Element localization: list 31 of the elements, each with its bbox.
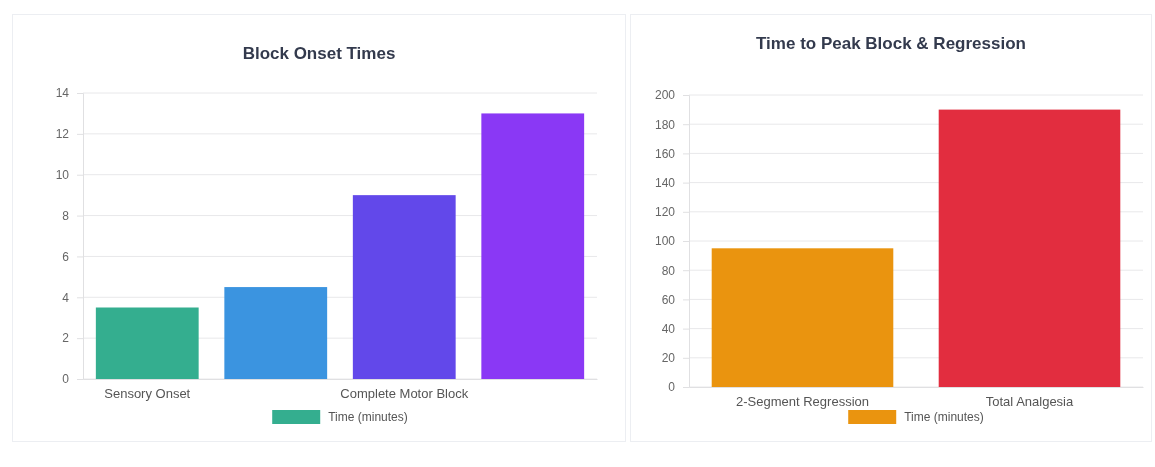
legend-label: Time (minutes)	[904, 410, 984, 424]
chart-title: Time to Peak Block & Regression	[756, 34, 1026, 53]
bar	[481, 113, 585, 379]
y-tick-label: 40	[661, 321, 676, 336]
y-tick-label: 2	[62, 331, 70, 346]
y-tick-label: 0	[668, 380, 676, 395]
y-tick-label: 10	[55, 168, 70, 183]
y-tick-label: 4	[62, 290, 70, 305]
y-tick-label: 200	[654, 88, 676, 103]
y-tick-label: 6	[62, 249, 70, 264]
y-tick-label: 14	[55, 86, 70, 101]
y-tick-label: 80	[661, 263, 676, 278]
x-tick-label: Total Analgesia	[985, 394, 1074, 410]
x-tick-label: 2-Segment Regression	[736, 394, 869, 410]
bar	[95, 307, 199, 379]
y-tick-label: 120	[654, 205, 676, 220]
y-tick-label: 180	[654, 117, 676, 132]
y-tick-label: 12	[55, 127, 70, 142]
y-tick-label: 20	[661, 351, 676, 366]
y-tick-label: 140	[654, 175, 676, 190]
y-tick-label: 8	[62, 208, 70, 223]
y-tick-label: 0	[62, 372, 70, 387]
x-tick-label: Complete Motor Block	[340, 386, 469, 402]
legend-label: Time (minutes)	[328, 410, 408, 424]
bar	[224, 287, 328, 379]
y-tick-label: 60	[661, 292, 676, 307]
y-tick-label: 160	[654, 146, 676, 161]
y-tick-label: 100	[654, 234, 676, 249]
bar	[352, 195, 456, 379]
x-tick-label: Sensory Onset	[104, 386, 191, 402]
chart-title: Block Onset Times	[242, 44, 396, 63]
